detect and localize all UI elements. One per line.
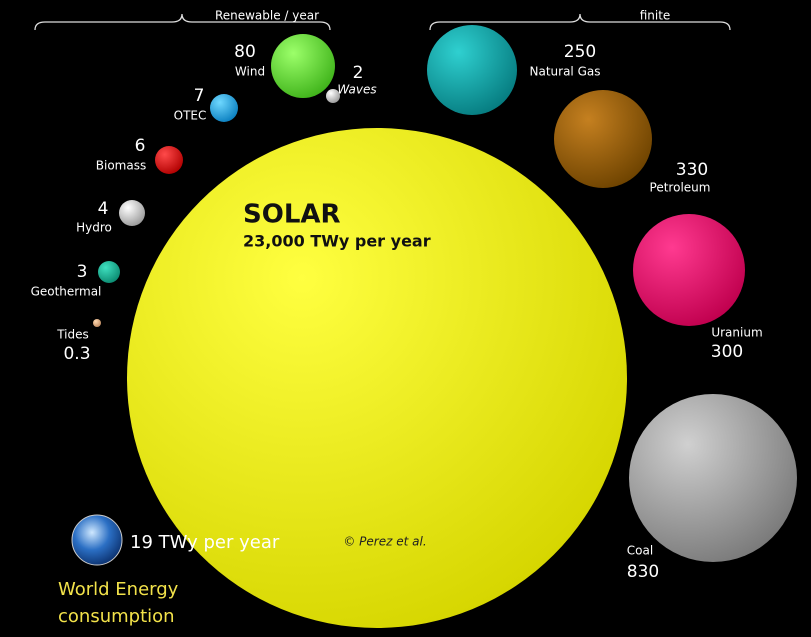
value: 80 bbox=[234, 42, 256, 62]
world-label: consumption bbox=[58, 606, 175, 627]
label: Wind bbox=[235, 65, 265, 79]
tides-circle bbox=[93, 319, 101, 327]
label: Biomass bbox=[96, 159, 146, 173]
label: Tides bbox=[56, 328, 89, 342]
uranium-circle bbox=[633, 214, 745, 326]
world-label: World Energy bbox=[58, 579, 179, 600]
label: Petroleum bbox=[650, 181, 711, 195]
geothermal-circle bbox=[98, 261, 120, 283]
otec-circle bbox=[210, 94, 238, 122]
value: 250 bbox=[564, 42, 596, 62]
group-label: Renewable / year bbox=[215, 9, 319, 23]
hydro-circle bbox=[119, 200, 145, 226]
label: Geothermal bbox=[31, 285, 102, 299]
brace bbox=[429, 13, 731, 31]
label: Coal bbox=[627, 544, 653, 558]
value: 830 bbox=[627, 562, 659, 582]
value: 4 bbox=[98, 199, 109, 219]
value: 300 bbox=[711, 342, 743, 362]
label: OTEC bbox=[174, 109, 207, 123]
value: 0.3 bbox=[63, 344, 90, 364]
value: 6 bbox=[135, 136, 146, 156]
group-label: finite bbox=[640, 9, 671, 23]
solar-circle bbox=[127, 128, 627, 628]
coal-circle bbox=[629, 394, 797, 562]
value: 2 bbox=[353, 63, 364, 83]
biomass-circle bbox=[155, 146, 183, 174]
credit: © Perez et al. bbox=[343, 535, 426, 549]
petroleum-circle bbox=[554, 90, 652, 188]
brace bbox=[34, 13, 331, 31]
world-amount: 19 TWy per year bbox=[130, 532, 280, 553]
solar-subtitle: 23,000 TWy per year bbox=[243, 232, 431, 251]
earth-icon bbox=[71, 514, 123, 566]
solar-title: SOLAR bbox=[243, 200, 341, 230]
value: 3 bbox=[77, 262, 88, 282]
label: Natural Gas bbox=[530, 65, 601, 79]
value: 330 bbox=[676, 160, 708, 180]
waves-circle bbox=[326, 89, 340, 103]
label: Waves bbox=[337, 83, 376, 97]
gas-circle bbox=[427, 25, 517, 115]
label: Uranium bbox=[711, 326, 762, 340]
label: Hydro bbox=[76, 221, 112, 235]
wind-circle bbox=[271, 34, 335, 98]
value: 7 bbox=[194, 86, 205, 106]
